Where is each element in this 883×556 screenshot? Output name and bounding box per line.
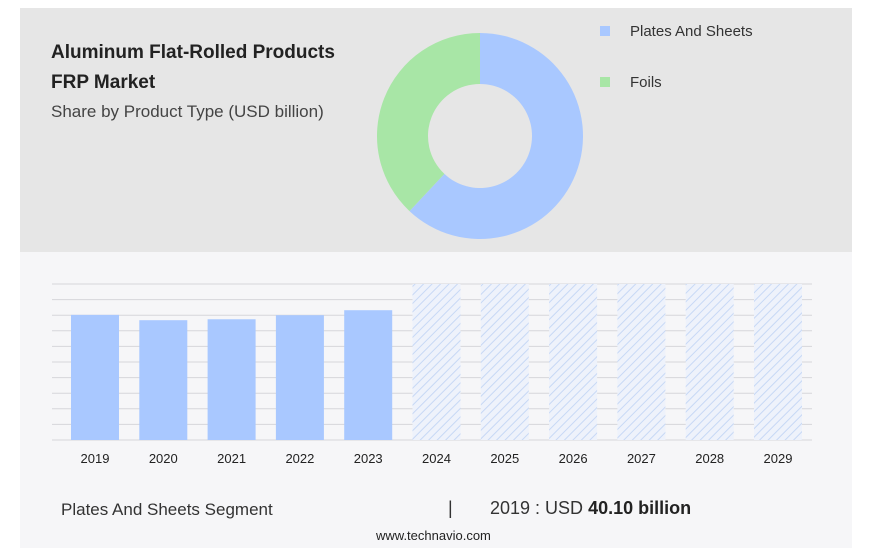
source-url: www.technavio.com <box>376 528 491 543</box>
x-tick-2024: 2024 <box>422 451 451 466</box>
x-tick-2021: 2021 <box>217 451 246 466</box>
donut-slice-foils <box>377 33 480 212</box>
bar-2021 <box>207 319 256 440</box>
donut-chart <box>377 33 583 240</box>
donut-slice-plates-and-sheets <box>409 33 583 240</box>
bar-chart: 2019 2020 2021 2022 2023 2024 2025 2026 2027 2028… <box>52 283 812 466</box>
legend-item-foils: Foils <box>600 71 753 93</box>
bar-2019 <box>71 314 119 440</box>
legend-swatch-plates <box>600 26 610 36</box>
chart-title: Aluminum Flat-Rolled Products FRP Market <box>51 38 391 98</box>
chart-card: Aluminum Flat-Rolled Products FRP Market… <box>20 8 852 548</box>
footer-segment: Plates And Sheets Segment <box>61 500 273 519</box>
legend-swatch-foils <box>600 77 610 87</box>
title-line-2: FRP Market <box>51 72 156 93</box>
bar-2022 <box>275 315 324 440</box>
bar-2020 <box>139 320 188 440</box>
forecast-bar-2024 <box>412 284 461 440</box>
x-tick-2028: 2028 <box>695 451 724 466</box>
forecast-bar-2029 <box>754 284 802 440</box>
footer-year-prefix: 2019 : USD <box>490 498 584 518</box>
x-tick-2022: 2022 <box>285 451 314 466</box>
forecast-bar-2028 <box>685 284 734 440</box>
chart-subtitle: Share by Product Type (USD billion) <box>51 102 324 121</box>
x-tick-2029: 2029 <box>764 451 793 466</box>
legend-item-plates: Plates And Sheets <box>600 20 753 42</box>
title-line-1: Aluminum Flat-Rolled Products <box>51 42 335 63</box>
legend-label-plates: Plates And Sheets <box>630 22 753 40</box>
legend-label-foils: Foils <box>630 73 662 91</box>
footer-separator: | <box>448 498 453 518</box>
x-tick-2023: 2023 <box>354 451 383 466</box>
bar-2023 <box>344 310 393 440</box>
x-tick-2025: 2025 <box>490 451 519 466</box>
legend: Plates And Sheets Foils <box>600 20 753 122</box>
x-tick-2020: 2020 <box>149 451 178 466</box>
forecast-bar-2027 <box>617 284 666 440</box>
footer-value: 2019 : USD 40.10 billion <box>490 498 691 519</box>
x-tick-2019: 2019 <box>81 451 110 466</box>
footer-value-amount: 40.10 billion <box>588 498 692 518</box>
x-tick-2027: 2027 <box>627 451 656 466</box>
x-tick-2026: 2026 <box>559 451 588 466</box>
forecast-bar-2025 <box>480 284 529 440</box>
forecast-bar-2026 <box>549 284 598 440</box>
